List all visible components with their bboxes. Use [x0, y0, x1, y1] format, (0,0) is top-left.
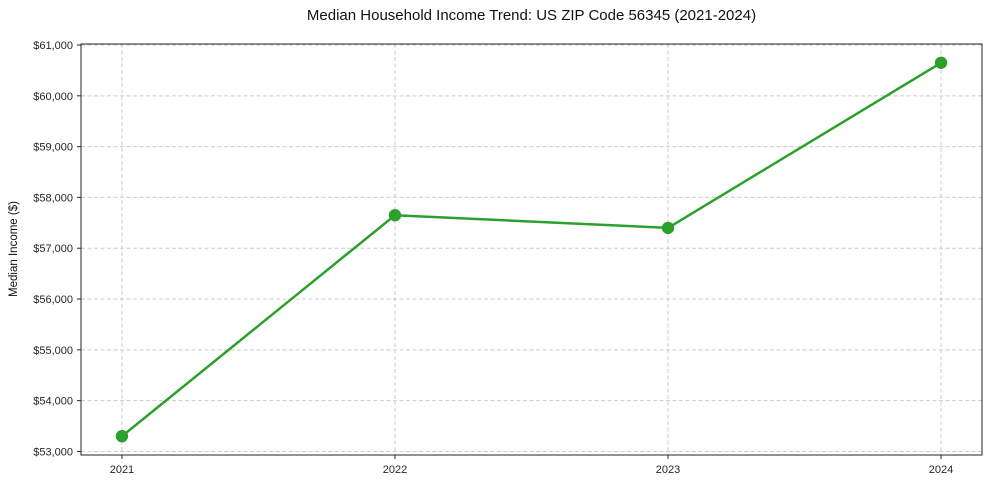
data-point: [661, 221, 675, 235]
x-tick-label: 2021: [110, 464, 134, 476]
y-tick-label: $60,000: [33, 91, 73, 103]
y-tick-label: $53,000: [33, 446, 73, 458]
x-tick-label: 2023: [656, 464, 680, 476]
x-tick-label: 2022: [383, 464, 407, 476]
x-tick-label: 2024: [929, 464, 953, 476]
y-tick-label: $57,000: [33, 243, 73, 255]
y-tick-label: $56,000: [33, 294, 73, 306]
chart-title: Median Household Income Trend: US ZIP Co…: [306, 7, 757, 24]
y-tick-label: $59,000: [33, 142, 73, 154]
y-tick-label: $54,000: [33, 396, 73, 408]
y-tick-label: $58,000: [33, 192, 73, 204]
plot-border: [80, 43, 983, 456]
data-point: [115, 430, 129, 443]
data-point: [934, 56, 948, 69]
data-point: [388, 209, 402, 222]
y-tick-label: $55,000: [33, 345, 73, 357]
y-tick-label: $61,000: [33, 40, 73, 52]
data-line: [120, 61, 943, 438]
